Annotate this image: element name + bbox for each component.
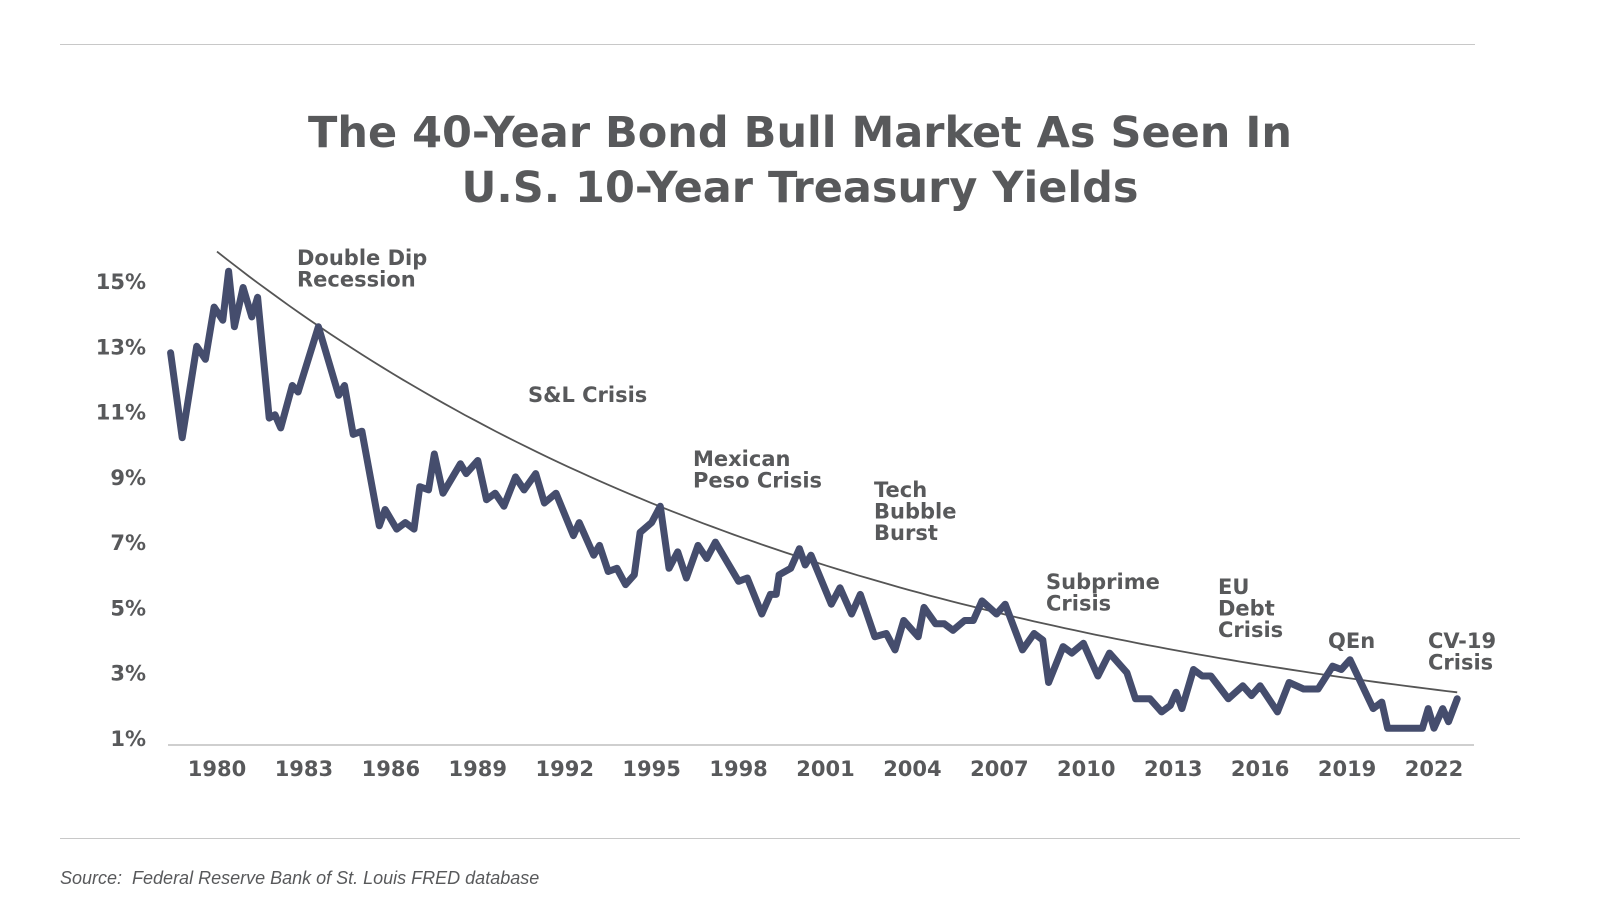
annotation-tech-bubble: Bubble bbox=[874, 500, 956, 524]
y-tick-label: 7% bbox=[110, 531, 146, 555]
annotation-double-dip: Recession bbox=[297, 268, 416, 292]
x-tick-label: 1980 bbox=[188, 757, 246, 781]
source-note: Source: Federal Reserve Bank of St. Loui… bbox=[60, 868, 540, 888]
y-tick-label: 13% bbox=[96, 335, 146, 359]
series-line bbox=[167, 267, 1461, 732]
y-tick-label: 15% bbox=[96, 270, 146, 294]
annotation-qen: QEn bbox=[1328, 629, 1375, 653]
annotation-eu-debt: EU bbox=[1218, 575, 1249, 599]
x-tick-label: 2010 bbox=[1057, 757, 1115, 781]
annotation-sl-crisis: S&L Crisis bbox=[528, 383, 647, 407]
chart-title: The 40-Year Bond Bull Market As Seen In … bbox=[0, 106, 1600, 216]
bottom-rule bbox=[60, 838, 1520, 839]
annotation-cv19: Crisis bbox=[1428, 651, 1493, 675]
x-tick-label: 1986 bbox=[362, 757, 420, 781]
x-tick-label: 1989 bbox=[449, 757, 507, 781]
chart-title-line-1: The 40-Year Bond Bull Market As Seen In bbox=[308, 108, 1292, 158]
annotation-subprime: Crisis bbox=[1046, 592, 1111, 616]
y-tick-label: 5% bbox=[110, 596, 146, 620]
annotation-tech-bubble: Tech bbox=[874, 478, 927, 502]
annotation-tech-bubble: Burst bbox=[874, 521, 938, 545]
annotation-mexican-peso: Peso Crisis bbox=[693, 469, 822, 493]
annotation-mexican-peso: Mexican bbox=[693, 447, 790, 471]
x-tick-label: 2019 bbox=[1318, 757, 1376, 781]
y-tick-label: 1% bbox=[110, 727, 146, 751]
annotation-eu-debt: Crisis bbox=[1218, 618, 1283, 642]
x-tick-label: 2022 bbox=[1405, 757, 1463, 781]
x-tick-label: 2007 bbox=[970, 757, 1028, 781]
x-axis-tick-labels: 1980 1983 1986 1989 1992 1995 1998 2001 2004 2007… bbox=[188, 757, 1463, 781]
chart-title-line-2: U.S. 10-Year Treasury Yields bbox=[461, 163, 1139, 213]
annotation-double-dip: Double Dip bbox=[297, 246, 427, 270]
x-tick-label: 2013 bbox=[1144, 757, 1202, 781]
annotation-subprime: Subprime bbox=[1046, 570, 1160, 594]
y-axis-tick-labels: 1% 3% 5% 7% 9% 11% 13% 15% bbox=[96, 270, 146, 751]
x-tick-label: 1992 bbox=[535, 757, 593, 781]
y-tick-label: 9% bbox=[110, 466, 146, 490]
top-rule bbox=[60, 44, 1475, 45]
x-tick-label: 2004 bbox=[883, 757, 941, 781]
annotation-cv19: CV-19 bbox=[1428, 629, 1496, 653]
y-tick-label: 3% bbox=[110, 662, 146, 686]
x-tick-label: 1983 bbox=[275, 757, 333, 781]
x-tick-label: 2001 bbox=[796, 757, 854, 781]
annotation-eu-debt: Debt bbox=[1218, 597, 1275, 621]
trend-curve bbox=[216, 250, 1458, 694]
x-tick-label: 1998 bbox=[709, 757, 767, 781]
x-tick-label: 1995 bbox=[622, 757, 680, 781]
yield-line-chart: 1% 3% 5% 7% 9% 11% 13% 15% 1980 1983 1986 1989 1992… bbox=[96, 246, 1496, 781]
x-tick-label: 2016 bbox=[1231, 757, 1289, 781]
y-tick-label: 11% bbox=[96, 401, 146, 425]
